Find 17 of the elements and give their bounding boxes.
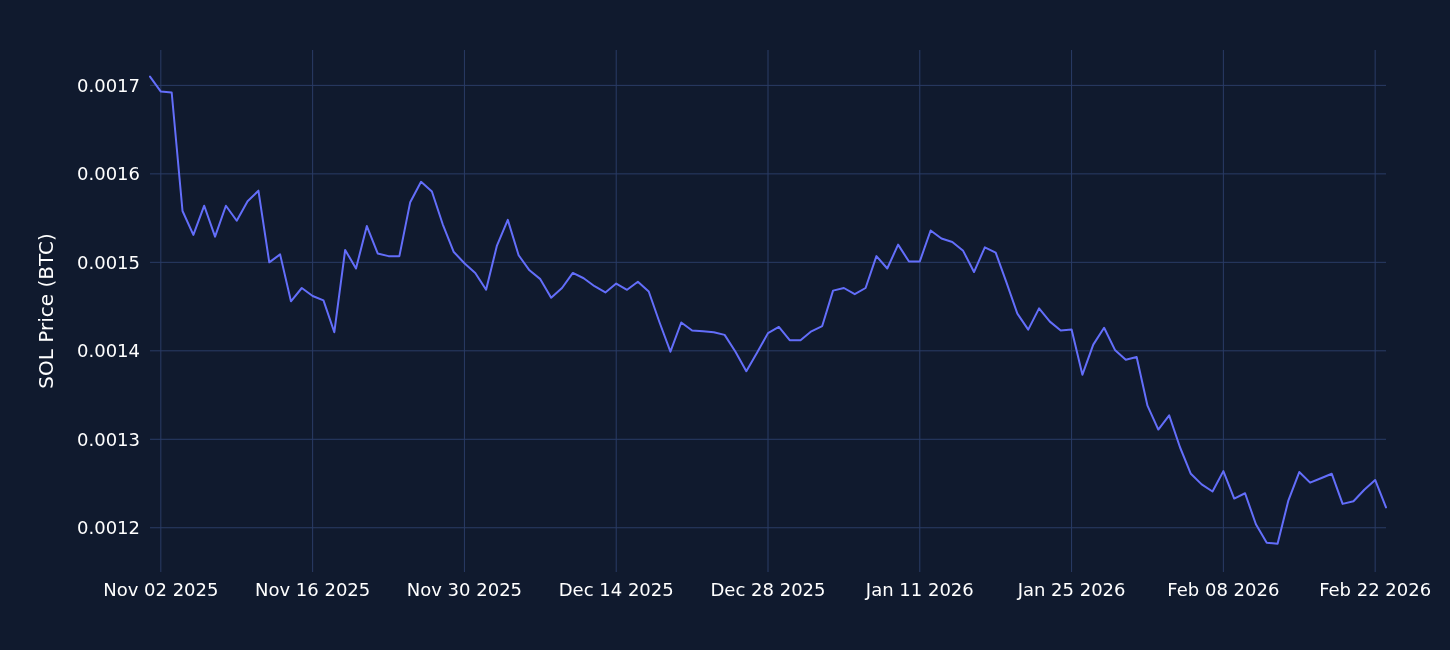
x-tick-label: Nov 16 2025 — [254, 579, 371, 600]
y-axis-title: SOL Price (BTC) — [34, 233, 58, 389]
x-tick-label: Nov 30 2025 — [406, 579, 523, 600]
x-tick-label: Nov 02 2025 — [103, 579, 219, 600]
y-tick-label: 0.0016 — [77, 163, 140, 185]
x-tick-label: Feb 08 2026 — [1167, 579, 1280, 600]
x-tick-label: Jan 25 2026 — [1016, 579, 1126, 600]
y-tick-label: 0.0015 — [77, 251, 140, 273]
x-tick-label: Dec 28 2025 — [710, 579, 826, 600]
x-tick-label: Feb 22 2026 — [1319, 579, 1432, 600]
line-series — [149, 75, 1387, 545]
x-tick-label: Dec 14 2025 — [558, 579, 674, 600]
y-tick-label: 0.0014 — [77, 340, 140, 362]
x-tick-label: Jan 11 2026 — [864, 579, 974, 600]
y-tick-label: 0.0012 — [77, 517, 140, 539]
y-tick-label: 0.0013 — [77, 428, 140, 450]
y-tick-label: 0.0017 — [77, 74, 140, 96]
